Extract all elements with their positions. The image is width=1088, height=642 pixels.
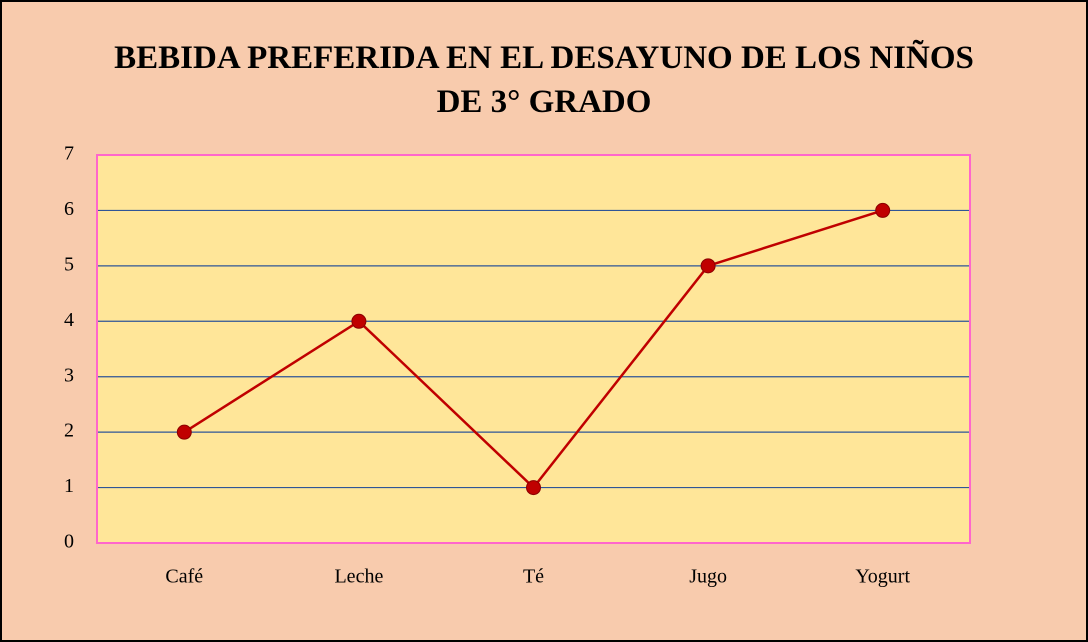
plot-background — [97, 155, 970, 543]
y-tick-label: 2 — [64, 420, 74, 442]
data-point — [875, 202, 891, 218]
data-point — [176, 424, 192, 440]
y-tick-label: 3 — [64, 364, 74, 386]
y-tick-label: 4 — [64, 309, 74, 331]
y-tick-label: 7 — [64, 143, 74, 165]
y-tick-label: 0 — [64, 531, 74, 553]
x-tick-label: Yogurt — [855, 566, 910, 588]
y-tick-label: 6 — [64, 198, 74, 220]
x-tick-label: Té — [523, 566, 544, 588]
chart-title: BEBIDA PREFERIDA EN EL DESAYUNO DE LOS N… — [114, 40, 974, 120]
x-tick-label: Leche — [334, 566, 383, 588]
y-tick-label: 5 — [64, 253, 74, 275]
data-point — [351, 313, 367, 329]
data-point — [700, 258, 716, 274]
y-tick-label: 1 — [64, 475, 74, 497]
x-tick-label: Jugo — [689, 566, 727, 588]
plot-border — [96, 154, 971, 544]
x-tick-label: Café — [165, 566, 203, 588]
data-point — [526, 480, 541, 496]
